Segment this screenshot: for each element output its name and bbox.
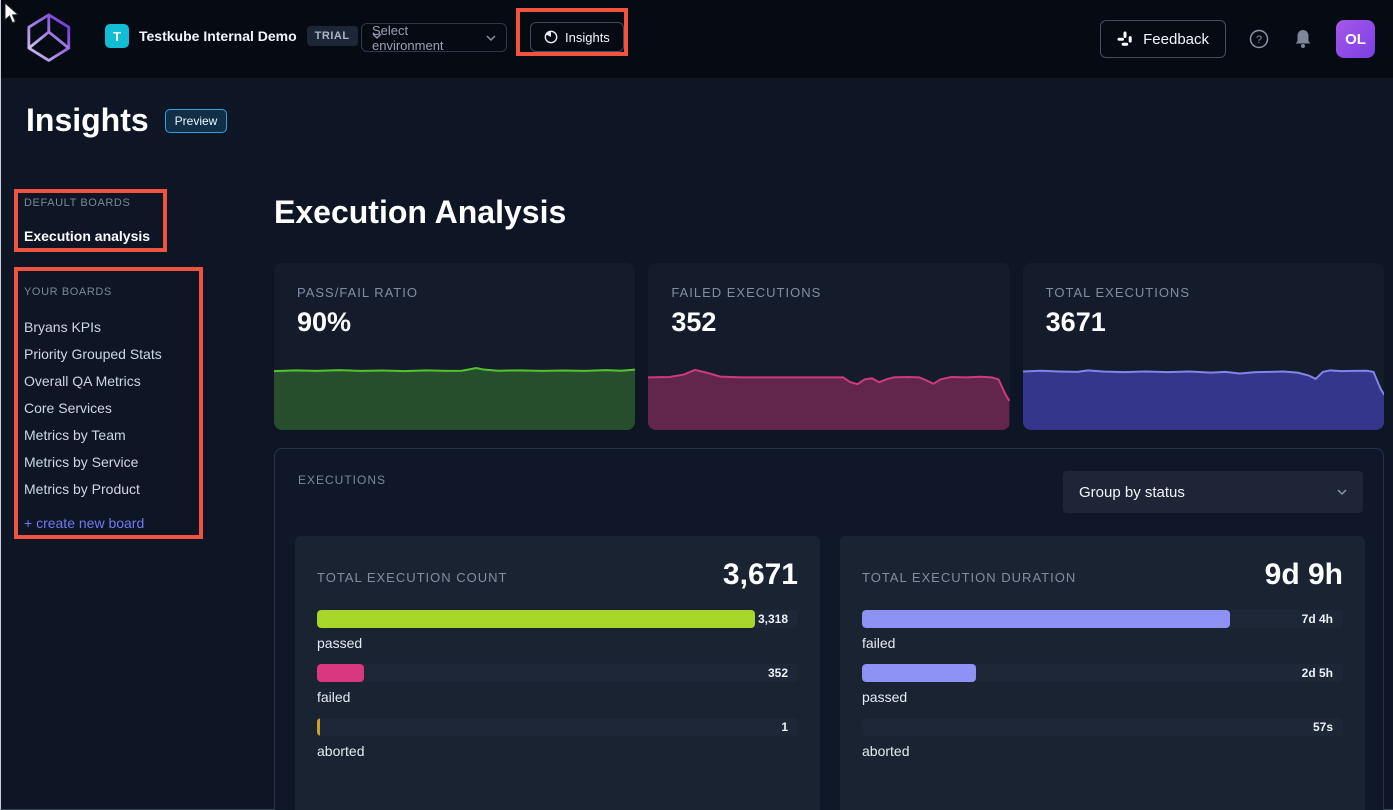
kpi-label: FAILED EXECUTIONS	[671, 285, 822, 300]
chevron-down-icon	[486, 34, 496, 41]
executions-panel-heading: EXECUTIONS	[298, 473, 387, 487]
trial-badge: TRIAL	[306, 26, 358, 46]
testkube-logo-icon[interactable]	[26, 12, 72, 64]
bar-label: passed	[317, 635, 363, 651]
sidebar-item-bryans-kpis[interactable]: Bryans KPIs	[24, 319, 102, 335]
bar-value: 3,318	[757, 612, 788, 626]
kpi-card-pass-fail-ratio[interactable]: PASS/FAIL RATIO 90%	[274, 263, 636, 430]
environment-select[interactable]: Select environment	[361, 22, 507, 53]
metric-label: TOTAL EXECUTION DURATION	[862, 570, 1077, 585]
help-icon[interactable]: ?	[1248, 28, 1270, 50]
feedback-button-label: Feedback	[1143, 30, 1209, 48]
insights-button-label: Insights	[565, 29, 610, 45]
bar-value: 7d 4h	[1301, 612, 1333, 626]
chevron-down-icon	[1337, 489, 1347, 496]
bar-value: 2d 5h	[1301, 666, 1333, 680]
bar-fill-failed	[317, 664, 365, 682]
bar-row-passed: 2d 5h passed	[862, 664, 1343, 705]
executions-panel: EXECUTIONS Group by status TOTAL EXECUTI…	[274, 448, 1384, 810]
kpi-value: 90%	[297, 307, 352, 337]
bar-fill-failed	[862, 610, 1230, 628]
pass-fail-sparkline-chart	[274, 352, 636, 430]
sidebar-item-overall-qa-metrics[interactable]: Overall QA Metrics	[24, 373, 141, 389]
preview-badge: Preview	[164, 108, 228, 133]
slack-icon	[1117, 31, 1132, 46]
sidebar-item-metrics-by-service[interactable]: Metrics by Service	[24, 454, 139, 470]
total-execution-count-panel: TOTAL EXECUTION COUNT 3,671 3,318 passed…	[295, 536, 820, 810]
bar-row-aborted: 1 aborted	[317, 718, 798, 759]
chevron-down-icon	[372, 33, 382, 40]
bar-label: passed	[862, 689, 908, 705]
bar-label: failed	[862, 635, 896, 651]
sidebar-item-execution-analysis[interactable]: Execution analysis	[24, 228, 151, 244]
page-title: Insights	[26, 102, 149, 138]
kpi-value: 352	[671, 307, 717, 337]
failed-executions-sparkline-chart	[648, 352, 1010, 430]
board-heading: Execution Analysis	[274, 194, 567, 230]
bar-value: 352	[767, 666, 788, 680]
group-by-selected-value: Group by status	[1079, 483, 1185, 501]
total-executions-sparkline-chart	[1022, 352, 1384, 430]
sidebar-item-priority-grouped-stats[interactable]: Priority Grouped Stats	[24, 346, 162, 362]
create-new-board-link[interactable]: + create new board	[24, 515, 145, 531]
bar-fill-passed	[862, 664, 977, 682]
sidebar-item-core-services[interactable]: Core Services	[24, 400, 112, 416]
org-name: Testkube Internal Demo	[139, 28, 297, 44]
notifications-bell-icon[interactable]	[1292, 28, 1314, 50]
boards-sidebar: DEFAULT BOARDS Execution analysis YOUR B…	[1, 186, 274, 531]
feedback-button[interactable]: Feedback	[1100, 20, 1226, 58]
sidebar-item-metrics-by-team[interactable]: Metrics by Team	[24, 427, 126, 443]
bar-row-failed: 7d 4h failed	[862, 610, 1343, 651]
your-boards-heading: YOUR BOARDS	[24, 286, 112, 298]
org-avatar: T	[105, 24, 129, 48]
kpi-value: 3671	[1045, 307, 1106, 337]
total-execution-duration-panel: TOTAL EXECUTION DURATION 9d 9h 7d 4h fai…	[840, 536, 1365, 810]
metric-label: TOTAL EXECUTION COUNT	[317, 570, 508, 585]
sidebar-item-metrics-by-product[interactable]: Metrics by Product	[24, 481, 140, 497]
default-boards-heading: DEFAULT BOARDS	[24, 197, 131, 209]
svg-text:?: ?	[1256, 34, 1262, 46]
bar-fill-passed	[317, 610, 755, 628]
user-avatar[interactable]: OL	[1336, 20, 1375, 58]
bar-row-aborted: 57s aborted	[862, 718, 1343, 759]
kpi-card-total-executions[interactable]: TOTAL EXECUTIONS 3671	[1022, 263, 1384, 430]
bar-label: failed	[317, 689, 351, 705]
kpi-label: PASS/FAIL RATIO	[297, 285, 418, 300]
metric-total-value: 3,671	[722, 558, 798, 591]
bar-label: aborted	[317, 743, 365, 759]
pie-chart-icon	[544, 30, 558, 44]
bar-value: 1	[781, 720, 788, 734]
bar-value: 57s	[1312, 720, 1333, 734]
kpi-cards-row: PASS/FAIL RATIO 90% FAILED EXECUTIONS 35…	[274, 263, 1384, 430]
kpi-label: TOTAL EXECUTIONS	[1045, 285, 1190, 300]
insights-nav-button[interactable]: Insights	[530, 22, 624, 52]
group-by-status-select[interactable]: Group by status	[1063, 471, 1363, 513]
bar-row-passed: 3,318 passed	[317, 610, 798, 651]
kpi-card-failed-executions[interactable]: FAILED EXECUTIONS 352	[648, 263, 1010, 430]
org-switcher[interactable]: T Testkube Internal Demo TRIAL	[105, 24, 382, 48]
top-navbar: T Testkube Internal Demo TRIAL Select en…	[1, 0, 1393, 78]
bar-fill-aborted	[317, 718, 320, 736]
metric-total-value: 9d 9h	[1264, 558, 1343, 591]
bar-row-failed: 352 failed	[317, 664, 798, 705]
bar-label: aborted	[862, 743, 910, 759]
environment-select-label: Select environment	[372, 22, 444, 53]
